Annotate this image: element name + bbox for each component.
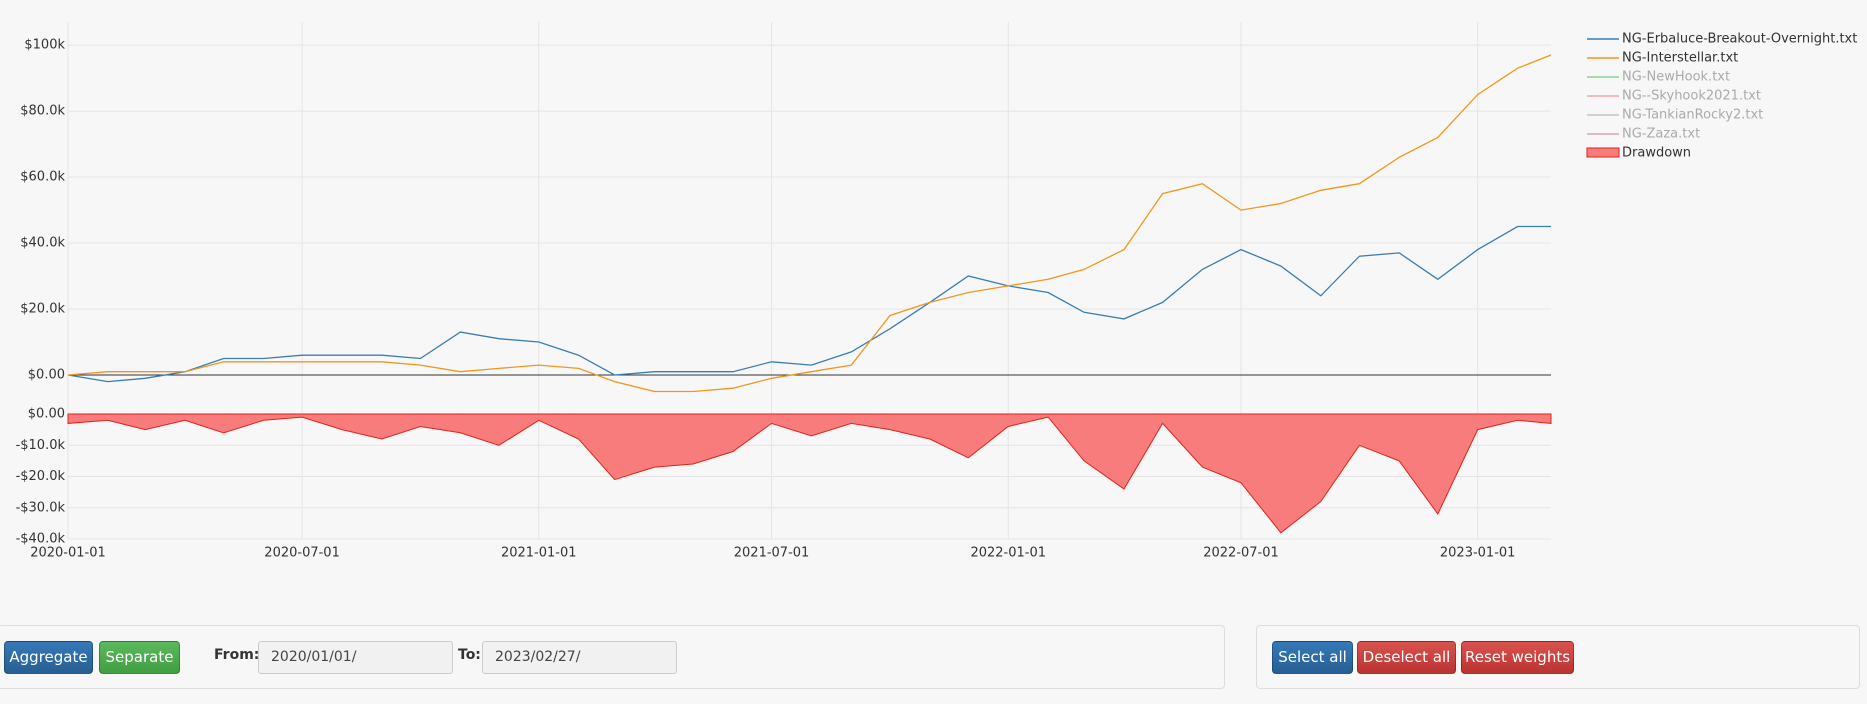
legend-label: Drawdown	[1622, 146, 1691, 161]
y-tick-label: $0.00	[28, 368, 65, 383]
legend-label: NG-Zaza.txt	[1622, 127, 1700, 142]
y-tick-label: -$20.0k	[16, 469, 66, 484]
legend-swatch	[1586, 147, 1620, 158]
from-label: From:	[214, 647, 260, 663]
legend-label: NG-TankianRocky2.txt	[1622, 108, 1763, 123]
to-input[interactable]: 2023/02/27/	[482, 641, 677, 674]
y-tick-label: $80.0k	[20, 104, 65, 119]
aggregate-button[interactable]: Aggregate	[4, 641, 93, 674]
y-tick-label: $0.00	[28, 407, 65, 422]
series-line	[67, 54, 1552, 393]
x-tick-label: 2020-07-01	[264, 546, 340, 561]
y-tick-label: -$40.0k	[16, 532, 66, 547]
chart: 2020-01-01 2020-07-01 2021-01-01 2021-07-01…	[16, 22, 1857, 561]
y-tick-label: $20.0k	[20, 302, 65, 317]
legend-label: NG-Interstellar.txt	[1622, 51, 1738, 66]
y-tick-label: -$30.0k	[16, 500, 66, 515]
y-tick-label: $100k	[24, 38, 65, 53]
drawdown-area	[67, 413, 1552, 534]
y-tick-label: -$10.0k	[16, 438, 66, 453]
separate-button[interactable]: Separate	[99, 641, 180, 674]
from-input[interactable]: 2020/01/01/	[258, 641, 453, 674]
y-tick-label: $40.0k	[20, 236, 65, 251]
x-tick-label: 2022-07-01	[1203, 546, 1279, 561]
x-tick-label: 2021-07-01	[734, 546, 810, 561]
x-tick-label: 2020-01-01	[30, 546, 106, 561]
x-tick-label: 2021-01-01	[501, 546, 577, 561]
legend-label: NG-Erbaluce-Breakout-Overnight.txt	[1622, 32, 1857, 47]
reset-weights-button[interactable]: Reset weights	[1461, 641, 1574, 674]
deselect-all-button[interactable]: Deselect all	[1357, 641, 1456, 674]
y-tick-label: $60.0k	[20, 170, 65, 185]
select-all-button[interactable]: Select all	[1272, 641, 1353, 674]
x-tick-label: 2022-01-01	[970, 546, 1046, 561]
x-tick-label: 2023-01-01	[1440, 546, 1516, 561]
to-label: To:	[458, 647, 481, 663]
legend-label: NG--Skyhook2021.txt	[1622, 89, 1761, 104]
legend-label: NG-NewHook.txt	[1622, 70, 1730, 85]
series-line	[67, 225, 1551, 383]
